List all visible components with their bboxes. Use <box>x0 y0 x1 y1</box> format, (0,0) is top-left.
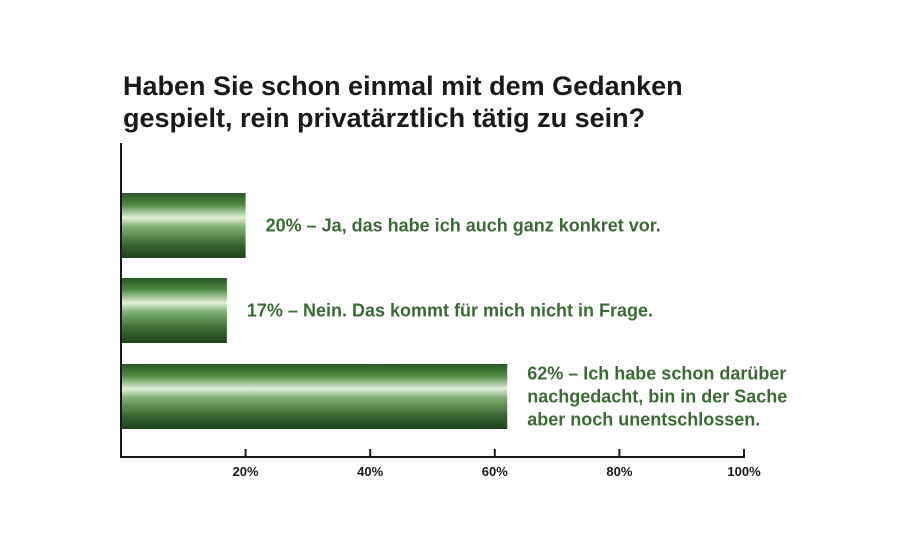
bar-1 <box>121 193 246 258</box>
axes-layer: 20% 40% 60% 80% 100% <box>120 143 761 479</box>
bar-label-3-line-1: 62% – Ich habe schon darüber <box>527 364 786 384</box>
chart-title-line-1: Haben Sie schon einmal mit dem Gedanken <box>123 71 683 101</box>
bar-label-3: 62% – Ich habe schon darüber nachgedacht,… <box>527 364 787 430</box>
bar-label-3-line-3: aber noch unentschlossen. <box>527 410 760 430</box>
x-tick-label-100: 100% <box>727 464 761 479</box>
bar-label-2: 17% – Nein. Das kommt für mich nicht in … <box>247 301 653 321</box>
bar-labels-layer: 20% – Ja, das habe ich auch ganz konkret… <box>247 216 787 430</box>
x-tick-label-20: 20% <box>233 464 259 479</box>
bar-2 <box>121 278 227 343</box>
bar-label-1: 20% – Ja, das habe ich auch ganz konkret… <box>266 216 661 236</box>
x-tick-label-60: 60% <box>482 464 508 479</box>
chart-title: Haben Sie schon einmal mit dem Gedanken … <box>123 70 823 134</box>
chart-title-line-2: gespielt, rein privatärztlich tätig zu s… <box>123 103 646 133</box>
bar-3 <box>121 364 508 429</box>
bars-layer <box>121 193 508 429</box>
bar-label-2-line-1: 17% – Nein. Das kommt für mich nicht in … <box>247 301 653 321</box>
bar-label-1-line-1: 20% – Ja, das habe ich auch ganz konkret… <box>266 216 661 236</box>
bar-label-3-line-2: nachgedacht, bin in der Sache <box>527 387 787 407</box>
x-tick-label-40: 40% <box>357 464 383 479</box>
x-tick-label-80: 80% <box>606 464 632 479</box>
